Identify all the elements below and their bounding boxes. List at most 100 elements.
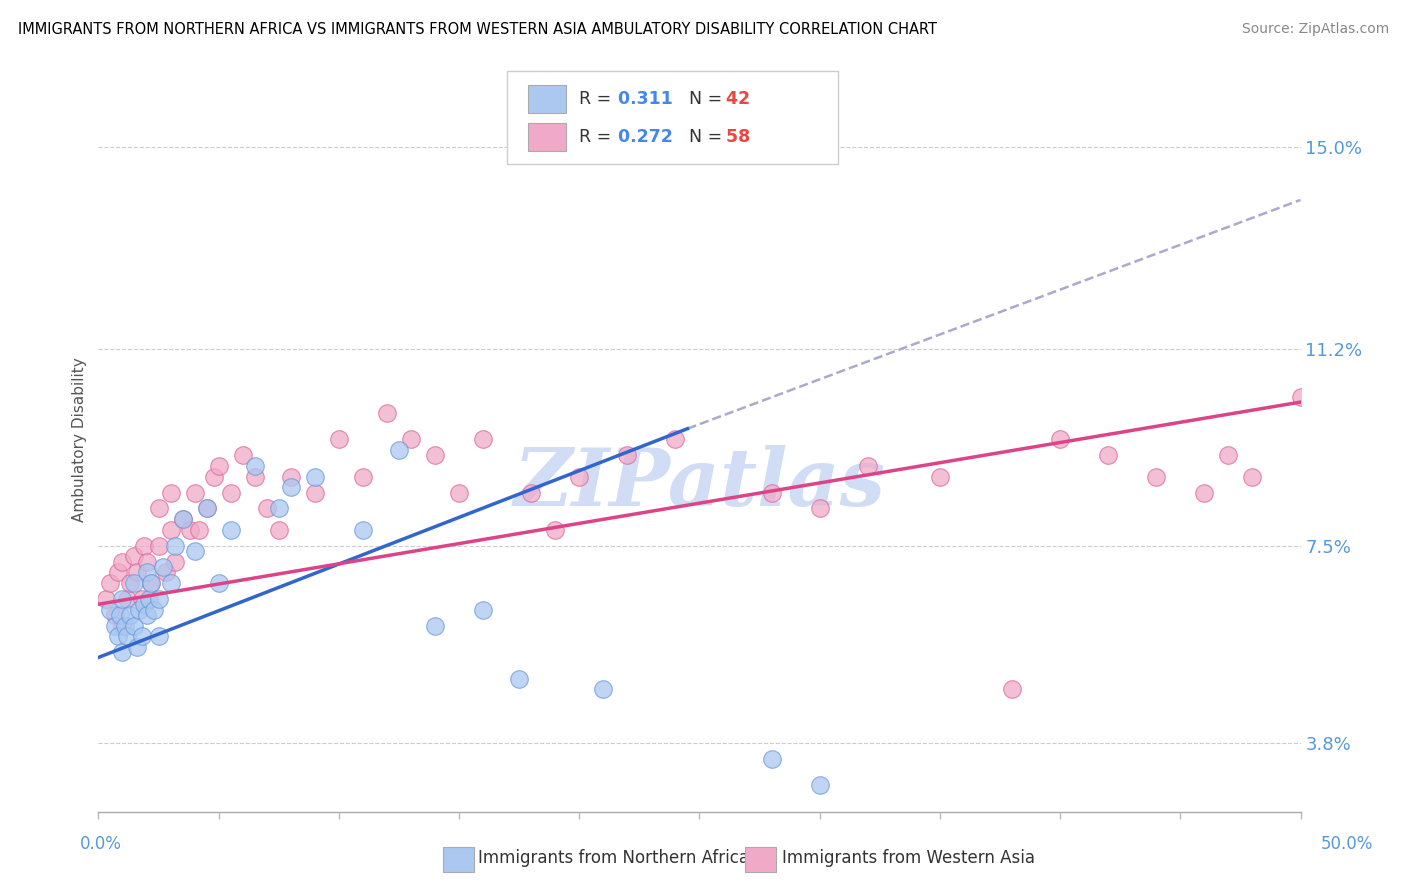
Point xyxy=(165,539,187,553)
Text: 42: 42 xyxy=(720,90,749,108)
Text: IMMIGRANTS FROM NORTHERN AFRICA VS IMMIGRANTS FROM WESTERN ASIA AMBULATORY DISAB: IMMIGRANTS FROM NORTHERN AFRICA VS IMMIG… xyxy=(18,22,938,37)
Point xyxy=(508,672,530,686)
Point xyxy=(172,512,194,526)
Text: Immigrants from Northern Africa: Immigrants from Northern Africa xyxy=(478,849,749,867)
Point xyxy=(208,576,231,591)
Point xyxy=(202,469,225,483)
Point xyxy=(118,576,141,591)
Text: Source: ZipAtlas.com: Source: ZipAtlas.com xyxy=(1241,22,1389,37)
Point xyxy=(135,566,157,580)
Text: N =: N = xyxy=(678,90,723,108)
Point xyxy=(423,448,446,462)
Point xyxy=(304,485,326,500)
Point xyxy=(100,576,122,591)
Point xyxy=(188,523,211,537)
Point xyxy=(592,682,614,697)
Point xyxy=(328,433,350,447)
Point xyxy=(1194,485,1216,500)
Point xyxy=(111,555,134,569)
Point xyxy=(125,640,148,654)
Point xyxy=(267,501,290,516)
Point xyxy=(520,485,543,500)
Text: N =: N = xyxy=(678,128,723,146)
Point xyxy=(132,597,155,611)
Point xyxy=(124,549,146,564)
Point xyxy=(138,591,160,606)
Point xyxy=(104,618,127,632)
Point xyxy=(141,576,163,591)
Point xyxy=(111,645,134,659)
Point xyxy=(243,458,266,473)
Point xyxy=(131,591,153,606)
Text: 0.272: 0.272 xyxy=(612,128,672,146)
Text: 0.311: 0.311 xyxy=(612,90,672,108)
Point xyxy=(423,618,446,632)
Point xyxy=(1001,682,1024,697)
FancyBboxPatch shape xyxy=(527,123,567,151)
Text: ZIPatlas: ZIPatlas xyxy=(513,445,886,523)
Point xyxy=(111,618,134,632)
Point xyxy=(472,433,495,447)
Point xyxy=(183,485,205,500)
Point xyxy=(1049,433,1071,447)
Point xyxy=(142,602,165,616)
Point xyxy=(148,539,170,553)
Point xyxy=(100,602,122,616)
Text: R =: R = xyxy=(579,90,612,108)
Point xyxy=(132,539,155,553)
Point xyxy=(94,591,117,606)
Point xyxy=(104,607,127,622)
Y-axis label: Ambulatory Disability: Ambulatory Disability xyxy=(72,357,87,522)
Text: 0.0%: 0.0% xyxy=(80,835,122,853)
Point xyxy=(165,555,187,569)
Point xyxy=(148,501,170,516)
Point xyxy=(195,501,218,516)
Point xyxy=(761,485,783,500)
Point xyxy=(128,602,150,616)
Point xyxy=(148,591,170,606)
Point xyxy=(375,406,398,420)
Point xyxy=(124,576,146,591)
Point xyxy=(107,566,129,580)
Point xyxy=(159,485,181,500)
Point xyxy=(159,523,181,537)
Point xyxy=(856,458,879,473)
FancyBboxPatch shape xyxy=(527,85,567,113)
Point xyxy=(472,602,495,616)
Point xyxy=(267,523,290,537)
Point xyxy=(195,501,218,516)
Point xyxy=(808,778,831,792)
Point xyxy=(148,629,170,643)
Point xyxy=(111,591,134,606)
Point xyxy=(1218,448,1240,462)
Point xyxy=(256,501,278,516)
Point xyxy=(1144,469,1167,483)
Text: 50.0%: 50.0% xyxy=(1320,835,1374,853)
Point xyxy=(1241,469,1264,483)
Point xyxy=(117,591,139,606)
Point xyxy=(243,469,266,483)
Point xyxy=(280,469,302,483)
Point xyxy=(141,576,163,591)
Point xyxy=(125,566,148,580)
Point xyxy=(388,442,411,457)
Point xyxy=(544,523,567,537)
Point xyxy=(352,523,374,537)
FancyBboxPatch shape xyxy=(508,70,838,164)
Point xyxy=(124,618,146,632)
Point xyxy=(152,560,174,574)
Point xyxy=(179,523,201,537)
Point xyxy=(108,607,131,622)
Text: 58: 58 xyxy=(720,128,751,146)
Point xyxy=(232,448,254,462)
Point xyxy=(808,501,831,516)
Point xyxy=(399,433,422,447)
Point xyxy=(616,448,638,462)
Point xyxy=(135,555,157,569)
Point xyxy=(568,469,591,483)
Point xyxy=(219,523,242,537)
Point xyxy=(447,485,470,500)
Point xyxy=(664,433,686,447)
Point xyxy=(352,469,374,483)
Point xyxy=(172,512,194,526)
